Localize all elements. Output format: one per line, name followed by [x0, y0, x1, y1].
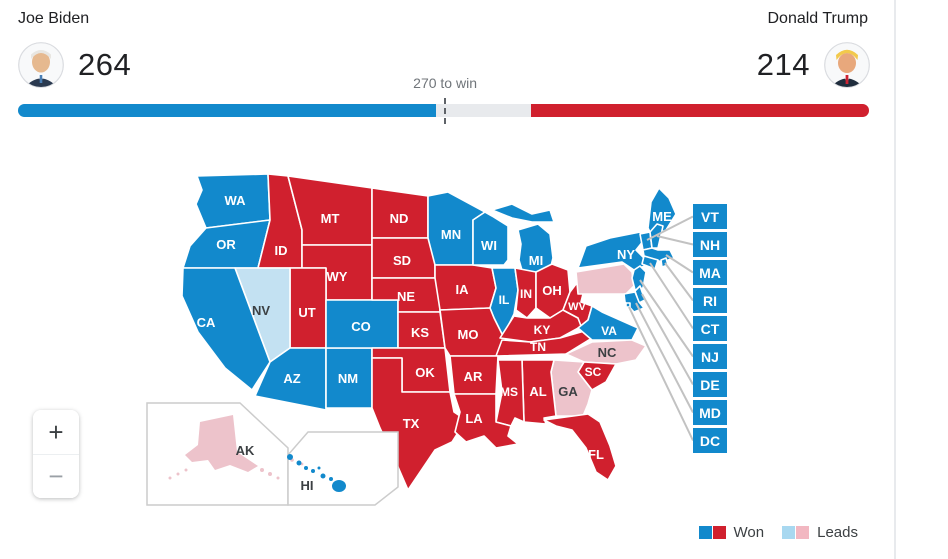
- trump-bar-segment: [530, 104, 869, 117]
- svg-text:WY: WY: [327, 269, 348, 284]
- svg-text:FL: FL: [588, 447, 604, 462]
- callout-md[interactable]: MD: [693, 400, 727, 425]
- map-legend: Won Leads: [698, 524, 870, 541]
- svg-text:CO: CO: [351, 319, 371, 334]
- svg-text:MN: MN: [441, 227, 461, 242]
- svg-text:NM: NM: [338, 371, 358, 386]
- undecided-bar-segment: [435, 104, 531, 117]
- callout-ma[interactable]: MA: [693, 260, 727, 285]
- state-DC[interactable]: [625, 302, 631, 308]
- svg-text:MS: MS: [500, 385, 518, 399]
- svg-text:ND: ND: [390, 211, 409, 226]
- state-MI-upper[interactable]: [491, 203, 555, 223]
- callout-vt[interactable]: VT: [693, 204, 727, 229]
- svg-text:IA: IA: [456, 282, 470, 297]
- biden-bar-segment: [18, 104, 436, 117]
- callout-ct[interactable]: CT: [693, 316, 727, 341]
- page-divider: [894, 0, 896, 559]
- callout-leader-lines: [628, 215, 694, 441]
- leads-rep-swatch: [796, 526, 810, 539]
- svg-text:LA: LA: [465, 411, 483, 426]
- callout-dc[interactable]: DC: [693, 428, 727, 453]
- leads-dem-swatch: [782, 526, 796, 539]
- svg-text:AR: AR: [464, 369, 483, 384]
- trump-electoral-votes: 214: [756, 47, 810, 82]
- state-HI[interactable]: [287, 454, 346, 492]
- svg-text:MT: MT: [321, 211, 340, 226]
- svg-text:MI: MI: [529, 253, 543, 268]
- svg-text:OH: OH: [542, 283, 562, 298]
- state-FL[interactable]: [543, 413, 617, 481]
- svg-text:NC: NC: [598, 345, 617, 360]
- svg-text:HI: HI: [301, 478, 314, 493]
- svg-text:IN: IN: [520, 287, 532, 301]
- svg-text:NY: NY: [617, 247, 635, 262]
- state-VA[interactable]: [577, 305, 639, 341]
- state-labels: WA OR CA NV ID MT WY UT CO AZ NM ND SD N…: [197, 193, 672, 493]
- svg-text:IL: IL: [499, 293, 510, 307]
- callout-ri[interactable]: RI: [693, 288, 727, 313]
- won-label: Won: [733, 524, 765, 541]
- svg-text:VA: VA: [601, 324, 617, 338]
- callout-de[interactable]: DE: [693, 372, 727, 397]
- state-WV[interactable]: [562, 283, 593, 327]
- leads-label: Leads: [817, 524, 858, 541]
- state-MS[interactable]: [495, 359, 525, 427]
- svg-text:ID: ID: [275, 243, 288, 258]
- callout-nh[interactable]: NH: [693, 232, 727, 257]
- svg-text:KS: KS: [411, 325, 429, 340]
- svg-text:KY: KY: [534, 323, 551, 337]
- svg-text:WV: WV: [568, 301, 586, 313]
- candidate-name-biden: Joe Biden: [18, 10, 90, 27]
- svg-text:TN: TN: [530, 340, 546, 354]
- northeast-callout-column: VT NH MA RI CT NJ DE MD DC: [693, 204, 727, 453]
- svg-text:SD: SD: [393, 253, 411, 268]
- svg-text:SC: SC: [585, 365, 602, 379]
- state-WI[interactable]: [472, 211, 509, 266]
- callout-nj[interactable]: NJ: [693, 344, 727, 369]
- biden-avatar: [18, 42, 64, 88]
- svg-text:UT: UT: [298, 305, 315, 320]
- svg-text:ME: ME: [652, 209, 672, 224]
- svg-text:GA: GA: [558, 384, 578, 399]
- svg-text:AL: AL: [529, 384, 546, 399]
- state-PA[interactable]: [575, 263, 635, 295]
- biden-electoral-votes: 264: [78, 47, 132, 82]
- svg-text:NV: NV: [252, 303, 270, 318]
- state-AL[interactable]: [521, 359, 557, 425]
- svg-text:AZ: AZ: [283, 371, 300, 386]
- state-NY[interactable]: [577, 231, 651, 271]
- svg-text:TX: TX: [403, 416, 420, 431]
- won-dem-swatch: [698, 526, 712, 539]
- zoom-out-button[interactable]: −: [33, 454, 79, 498]
- hawaii-inset-box: [287, 431, 399, 506]
- svg-text:WI: WI: [481, 238, 497, 253]
- candidate-name-trump: Donald Trump: [767, 10, 869, 27]
- svg-text:NE: NE: [397, 289, 415, 304]
- won-rep-swatch: [712, 526, 726, 539]
- map-zoom-controls: + −: [33, 410, 79, 498]
- us-electoral-map[interactable]: WA OR CA NV ID MT WY UT CO AZ NM ND SD N…: [140, 160, 710, 520]
- svg-text:OR: OR: [216, 237, 236, 252]
- state-LA[interactable]: [453, 393, 519, 449]
- threshold-marker: [444, 98, 447, 124]
- zoom-in-button[interactable]: +: [33, 410, 79, 454]
- svg-text:CA: CA: [197, 315, 216, 330]
- state-AK[interactable]: [168, 415, 304, 480]
- electoral-progress-bar: 270 to win: [18, 75, 869, 124]
- svg-text:MO: MO: [458, 327, 479, 342]
- trump-avatar: [824, 42, 870, 88]
- svg-text:OK: OK: [415, 365, 435, 380]
- threshold-label: 270 to win: [413, 75, 477, 91]
- state-CA[interactable]: [181, 267, 271, 391]
- svg-text:AK: AK: [236, 443, 255, 458]
- svg-text:WA: WA: [225, 193, 247, 208]
